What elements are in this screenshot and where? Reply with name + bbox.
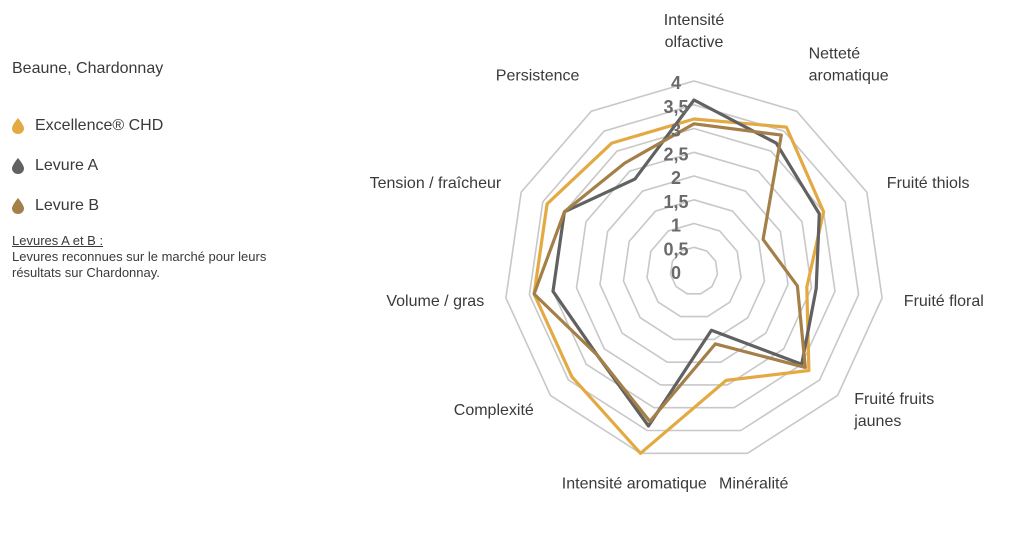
axis-label: Fruité floral: [904, 293, 984, 310]
legend-title: Beaune, Chardonnay: [12, 60, 164, 77]
legend-label: Excellence® CHD: [35, 117, 164, 134]
note-heading: Levures A et B :: [12, 233, 104, 248]
tick-label: 4: [671, 73, 681, 93]
tick-label: 3,5: [663, 97, 688, 117]
grid-ring: [575, 151, 813, 386]
drop-icon: [12, 158, 24, 174]
legend-note: Levures A et B : Levures reconnues sur l…: [12, 233, 312, 281]
axis-label-line: Tension / fraîcheur: [370, 175, 502, 192]
legend-item-excellence: Excellence® CHD: [12, 106, 312, 146]
series-line-2: [532, 122, 807, 423]
axis-label-line: Minéralité: [719, 475, 788, 492]
axis-label-line: Intensité aromatique: [562, 475, 707, 492]
grid-ring: [528, 103, 860, 432]
axis-label-line: aromatique: [809, 68, 889, 85]
axis-label-line: Fruité floral: [904, 293, 984, 310]
axis-label-line: Intensité: [664, 12, 725, 29]
axis-label-line: Netteté: [809, 46, 861, 63]
tick-label: 2: [671, 168, 681, 188]
grid-ring: [646, 222, 742, 318]
axis-label: Complexité: [454, 402, 534, 419]
drop-icon: [12, 198, 24, 214]
drop-icon: [12, 118, 24, 134]
axis-label-line: Fruité fruits: [854, 391, 934, 408]
axis-label: Tension / fraîcheur: [370, 175, 502, 192]
legend-item-levure-a: Levure A: [12, 146, 312, 186]
series-line-1: [551, 98, 821, 428]
axis-label-line: olfactive: [665, 34, 724, 51]
axis-label-line: jaunes: [853, 413, 901, 430]
axis-label: Intensité aromatique: [562, 475, 707, 492]
tick-label: 1,5: [663, 192, 688, 212]
tick-label: 1: [671, 216, 681, 236]
axis-label: Fruité thiols: [887, 175, 970, 192]
tick-label: 0: [671, 263, 681, 283]
axis-label: Minéralité: [719, 475, 788, 492]
note-text: Levures reconnues sur le marché pour leu…: [12, 249, 267, 280]
axis-label-line: Complexité: [454, 402, 534, 419]
grid-ring: [669, 246, 719, 295]
axis-label: Intensité olfactive: [664, 12, 725, 51]
legend-label: Levure B: [35, 197, 100, 214]
legend-label: Levure A: [35, 157, 99, 174]
axis-label: Volume / gras: [386, 293, 484, 310]
tick-label: 0,5: [663, 239, 688, 259]
axis-label-line: Persistence: [496, 68, 580, 85]
axis-label: Netteté aromatique: [809, 46, 889, 85]
tick-label: 3: [671, 121, 681, 141]
legend: Beaune, Chardonnay Excellence® CHD Levur…: [12, 60, 312, 281]
grid-ring: [505, 80, 883, 455]
tick-label: 2,5: [663, 144, 688, 164]
grid-ring: [599, 175, 789, 364]
grid-ring: [622, 198, 766, 341]
series-line-0: [532, 117, 826, 455]
axis-label-line: Volume / gras: [386, 293, 484, 310]
legend-item-levure-b: Levure B: [12, 186, 312, 226]
axis-label: Persistence: [496, 68, 580, 85]
axis-label-line: Fruité thiols: [887, 175, 970, 192]
axis-label: Fruité fruits jaunes: [853, 391, 934, 430]
